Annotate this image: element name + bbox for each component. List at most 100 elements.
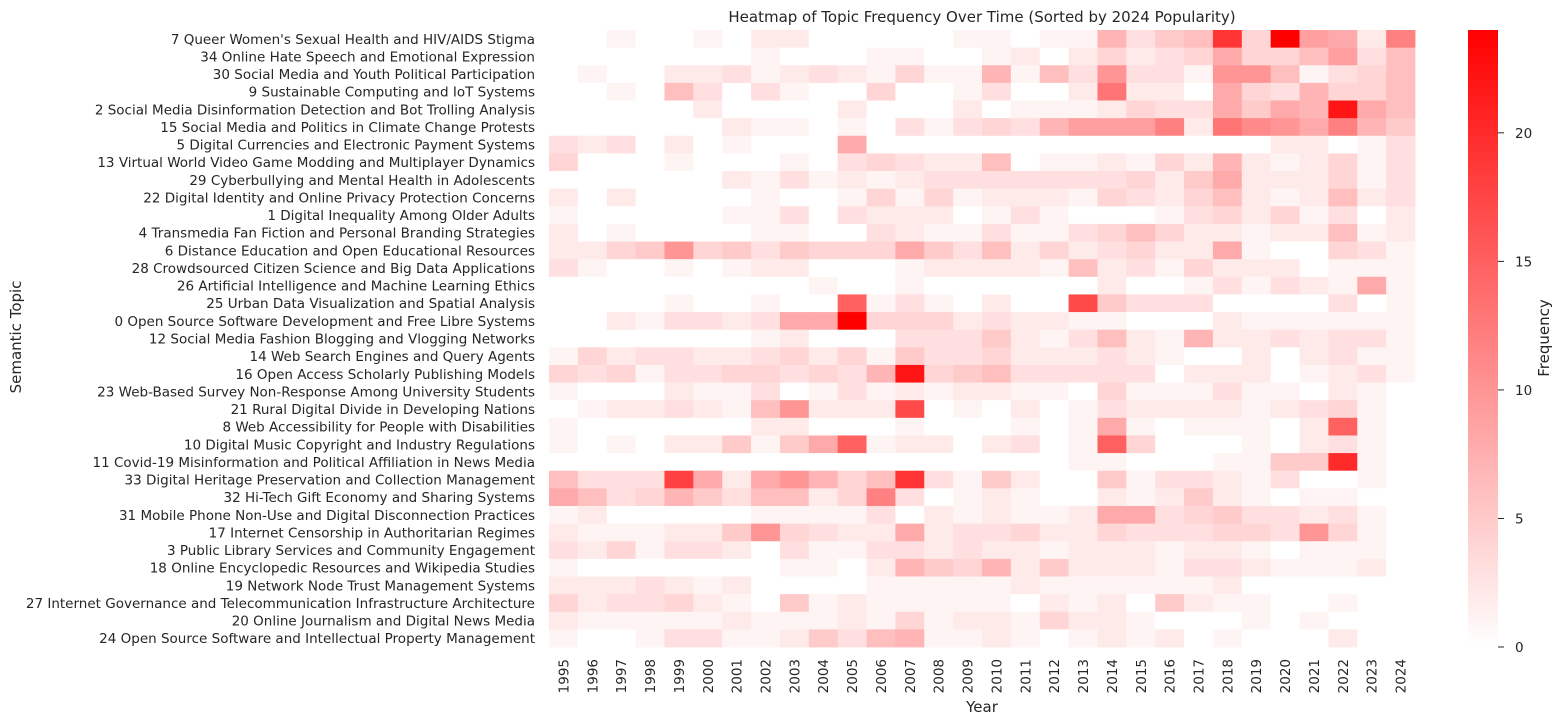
heatmap-cell (1328, 30, 1358, 49)
heatmap-cell (635, 188, 665, 207)
heatmap-cell (1212, 223, 1243, 242)
heatmap-cell (924, 488, 954, 507)
heatmap-cell (1010, 470, 1041, 489)
y-axis-label: Semantic Topic (7, 281, 25, 394)
heatmap-cell (664, 206, 694, 225)
heatmap-cell (866, 629, 896, 648)
heatmap-cell (1184, 629, 1214, 648)
heatmap-cell (779, 100, 810, 119)
heatmap-cell (953, 118, 983, 137)
heatmap-cell (1068, 100, 1098, 119)
heatmap-cell (722, 82, 752, 101)
y-tick-labels: 7 Queer Women's Sexual Health and HIV/AI… (26, 32, 535, 647)
heatmap-cell (1270, 558, 1300, 577)
heatmap-cell (779, 364, 810, 383)
heatmap-cell (837, 435, 867, 454)
heatmap-cell (895, 47, 925, 66)
y-tick-label: 27 Internet Governance and Telecommunica… (26, 596, 535, 612)
heatmap-cell (1241, 453, 1272, 472)
heatmap-cell (1357, 558, 1387, 577)
heatmap-cell (953, 435, 983, 454)
heatmap-cell (1126, 629, 1156, 648)
heatmap-cell (664, 188, 694, 207)
heatmap-cell (693, 470, 723, 489)
heatmap-cell (549, 400, 579, 419)
heatmap-cell (1328, 470, 1358, 489)
heatmap-cell (808, 153, 839, 172)
heatmap-cell (1212, 82, 1243, 101)
heatmap-cell (982, 118, 1012, 137)
heatmap-cell (1328, 364, 1358, 383)
heatmap-cell (1299, 435, 1329, 454)
heatmap-cell (1212, 135, 1243, 154)
heatmap-cell (1039, 594, 1069, 613)
heatmap-cell (1299, 135, 1329, 154)
heatmap-cell (1126, 30, 1156, 49)
heatmap-cell (606, 435, 636, 454)
heatmap-cell (1357, 329, 1387, 348)
heatmap-cell (779, 135, 810, 154)
heatmap-cell (1155, 435, 1185, 454)
heatmap-cell (606, 594, 636, 613)
heatmap-cell (895, 435, 925, 454)
heatmap-cell (664, 223, 694, 242)
heatmap-cell (1010, 505, 1041, 524)
heatmap-cell (1357, 30, 1387, 49)
heatmap-cell (635, 294, 665, 313)
heatmap-cell (837, 153, 867, 172)
heatmap-cell (693, 558, 723, 577)
y-tick-label: 9 Sustainable Computing and IoT Systems (249, 85, 535, 101)
heatmap-cell (664, 82, 694, 101)
heatmap-cell (549, 312, 579, 331)
heatmap-cell (1386, 276, 1416, 295)
x-tick-label: 2018 (1220, 659, 1236, 693)
heatmap-cell (1155, 329, 1185, 348)
heatmap-cell (1155, 453, 1185, 472)
heatmap-cell (1097, 118, 1127, 137)
heatmap-cell (693, 171, 723, 190)
heatmap-cell (577, 329, 608, 348)
heatmap-cell (1357, 206, 1387, 225)
heatmap-cell (895, 453, 925, 472)
heatmap-cell (1270, 294, 1300, 313)
heatmap-cell (1126, 576, 1156, 595)
heatmap-cell (808, 206, 839, 225)
heatmap-cell (606, 541, 636, 560)
heatmap-cell (866, 488, 896, 507)
heatmap-cell (1386, 118, 1416, 137)
heatmap-cell (837, 276, 867, 295)
heatmap-cell (1097, 470, 1127, 489)
heatmap-cell (577, 241, 608, 260)
heatmap-cell (866, 594, 896, 613)
heatmap-cell (635, 65, 665, 84)
heatmap-cell (1299, 223, 1329, 242)
heatmap-cell (1039, 470, 1069, 489)
heatmap-cell (808, 611, 839, 630)
y-tick-label: 7 Queer Women's Sexual Health and HIV/AI… (171, 32, 535, 48)
heatmap-cell (1241, 294, 1272, 313)
heatmap-cell (779, 347, 810, 366)
heatmap-cell (779, 241, 810, 260)
heatmap-cell (549, 329, 579, 348)
heatmap-cell (1212, 30, 1243, 49)
heatmap-cell (693, 259, 723, 278)
heatmap-cell (635, 347, 665, 366)
heatmap-cell (1155, 523, 1185, 542)
heatmap-cell (664, 65, 694, 84)
heatmap-cell (808, 276, 839, 295)
y-tick-label: 28 Crowdsourced Citizen Science and Big … (132, 261, 535, 277)
heatmap-cell (866, 241, 896, 260)
heatmap-cell (1155, 400, 1185, 419)
heatmap-cell (1299, 82, 1329, 101)
heatmap-cell (837, 488, 867, 507)
heatmap-cell (1328, 65, 1358, 84)
heatmap-cell (1155, 488, 1185, 507)
heatmap-cell (664, 629, 694, 648)
heatmap-cell (1328, 206, 1358, 225)
heatmap-cell (1097, 276, 1127, 295)
heatmap-cell (1270, 153, 1300, 172)
heatmap-cell (895, 382, 925, 401)
heatmap-cell (808, 558, 839, 577)
x-tick-label: 2011 (1018, 659, 1034, 693)
heatmap-cell (924, 505, 954, 524)
